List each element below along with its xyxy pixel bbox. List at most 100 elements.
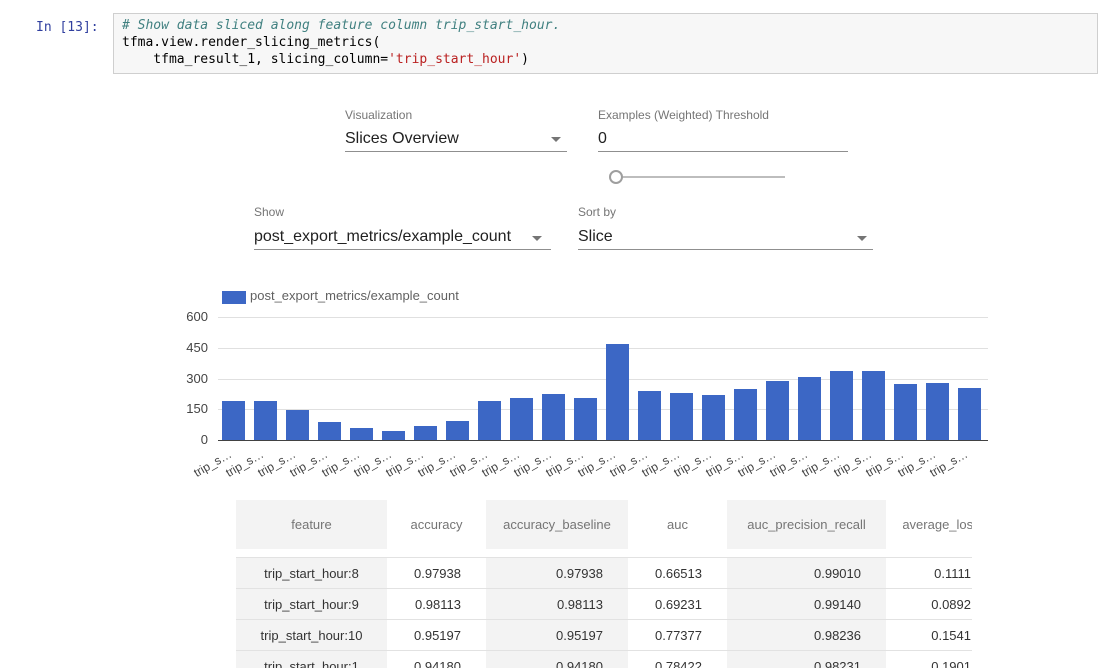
bar[interactable] [670, 393, 693, 440]
notebook-output-page: In [13]: # Show data sliced along featur… [0, 0, 1111, 668]
column-header[interactable]: auc [628, 500, 727, 549]
table-row: trip_start_hour:10.941800.941800.784220.… [236, 651, 972, 668]
bar[interactable] [254, 401, 277, 440]
bar[interactable] [382, 431, 405, 440]
metric-cell: 0.0892 [886, 589, 972, 620]
column-header[interactable]: auc_precision_recall [727, 500, 886, 549]
metric-cell: 0.1111 [886, 558, 972, 589]
header-gap-row [236, 549, 972, 558]
bar[interactable] [830, 371, 853, 440]
bar[interactable] [926, 383, 949, 440]
bar[interactable] [350, 428, 373, 440]
metric-cell: 0.66513 [628, 558, 727, 589]
underline [578, 249, 873, 250]
chevron-down-icon [551, 137, 561, 142]
feature-cell: trip_start_hour:1 [236, 651, 387, 668]
bar[interactable] [318, 422, 341, 440]
table-header-row: featureaccuracyaccuracy_baselineaucauc_p… [236, 500, 972, 549]
metric-cell: 0.94180 [387, 651, 486, 668]
metric-cell: 0.1901 [886, 651, 972, 668]
bar[interactable] [606, 344, 629, 440]
bar[interactable] [894, 384, 917, 440]
visualization-label: Visualization [345, 108, 412, 122]
bar[interactable] [510, 398, 533, 440]
metric-cell: 0.99010 [727, 558, 886, 589]
bar[interactable] [542, 394, 565, 440]
metric-cell: 0.69231 [628, 589, 727, 620]
underline [254, 249, 551, 250]
visualization-select[interactable]: Slices Overview [345, 126, 567, 153]
code-line: tfma.view.render_slicing_metrics( [122, 34, 1097, 51]
bar[interactable] [446, 421, 469, 440]
bar[interactable] [766, 381, 789, 440]
y-axis-tick-label: 0 [178, 432, 208, 447]
feature-cell: trip_start_hour:10 [236, 620, 387, 651]
column-header[interactable]: average_loss [886, 500, 972, 549]
metric-cell: 0.97938 [486, 558, 628, 589]
metric-cell: 0.95197 [486, 620, 628, 651]
slices-bar-chart: post_export_metrics/example_count 600 450… [180, 286, 1000, 486]
chevron-down-icon [532, 236, 542, 241]
metric-cell: 0.97938 [387, 558, 486, 589]
y-axis-tick-label: 150 [178, 401, 208, 416]
bar[interactable] [958, 388, 981, 440]
legend-swatch [222, 291, 246, 304]
metric-cell: 0.95197 [387, 620, 486, 651]
metric-cell: 0.99140 [727, 589, 886, 620]
bar[interactable] [734, 389, 757, 440]
bar[interactable] [638, 391, 661, 440]
metric-cell: 0.1541 [886, 620, 972, 651]
metric-cell: 0.98113 [486, 589, 628, 620]
table-row: trip_start_hour:80.979380.979380.665130.… [236, 558, 972, 589]
metric-cell: 0.94180 [486, 651, 628, 668]
threshold-slider-handle[interactable] [609, 170, 623, 184]
gridline [218, 317, 988, 318]
show-label: Show [254, 205, 284, 219]
threshold-input[interactable]: 0 [598, 126, 848, 153]
table-row: trip_start_hour:90.981130.981130.692310.… [236, 589, 972, 620]
metric-cell: 0.98113 [387, 589, 486, 620]
underline [598, 151, 848, 152]
sort-by-select[interactable]: Slice [578, 223, 873, 251]
chevron-down-icon [857, 236, 867, 241]
column-header[interactable]: accuracy_baseline [486, 500, 628, 549]
cell-execution-prompt: In [13]: [36, 20, 99, 35]
metric-cell: 0.77377 [628, 620, 727, 651]
legend-label: post_export_metrics/example_count [250, 288, 459, 303]
sort-by-label: Sort by [578, 205, 616, 219]
code-editor: # Show data sliced along feature column … [122, 17, 1097, 68]
sort-by-selected-value: Slice [578, 228, 613, 246]
gridline [218, 348, 988, 349]
code-comment-line: # Show data sliced along feature column … [122, 17, 1097, 34]
show-selected-value: post_export_metrics/example_count [254, 228, 511, 246]
bar[interactable] [798, 377, 821, 440]
feature-cell: trip_start_hour:9 [236, 589, 387, 620]
feature-cell: trip_start_hour:8 [236, 558, 387, 589]
bar[interactable] [286, 410, 309, 440]
metric-cell: 0.98231 [727, 651, 886, 668]
code-string-token: 'trip_start_hour' [388, 52, 521, 67]
threshold-label: Examples (Weighted) Threshold [598, 108, 769, 122]
x-axis-baseline [218, 440, 988, 441]
bar[interactable] [478, 401, 501, 440]
table-row: trip_start_hour:100.951970.951970.773770… [236, 620, 972, 651]
bar[interactable] [574, 398, 597, 440]
threshold-slider-track[interactable] [622, 176, 785, 178]
y-axis-tick-label: 300 [178, 371, 208, 386]
column-header[interactable]: accuracy [387, 500, 486, 549]
metric-cell: 0.98236 [727, 620, 886, 651]
bar[interactable] [862, 371, 885, 440]
y-axis-tick-label: 450 [178, 340, 208, 355]
bar[interactable] [222, 401, 245, 440]
bar[interactable] [702, 395, 725, 440]
column-header[interactable]: feature [236, 500, 387, 549]
metrics-table: featureaccuracyaccuracy_baselineaucauc_p… [236, 500, 972, 668]
show-metric-select[interactable]: post_export_metrics/example_count [254, 223, 551, 251]
bar[interactable] [414, 426, 437, 440]
code-cell[interactable]: # Show data sliced along feature column … [113, 13, 1098, 74]
metrics-table-container: featureaccuracyaccuracy_baselineaucauc_p… [236, 500, 972, 668]
metric-cell: 0.78422 [628, 651, 727, 668]
y-axis-tick-label: 600 [178, 309, 208, 324]
code-line: tfma_result_1, slicing_column='trip_star… [122, 51, 1097, 68]
underline [345, 151, 567, 152]
